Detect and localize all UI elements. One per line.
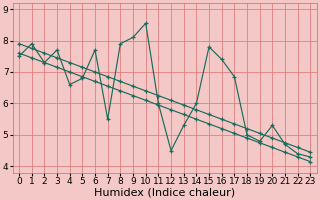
X-axis label: Humidex (Indice chaleur): Humidex (Indice chaleur) <box>94 187 235 197</box>
